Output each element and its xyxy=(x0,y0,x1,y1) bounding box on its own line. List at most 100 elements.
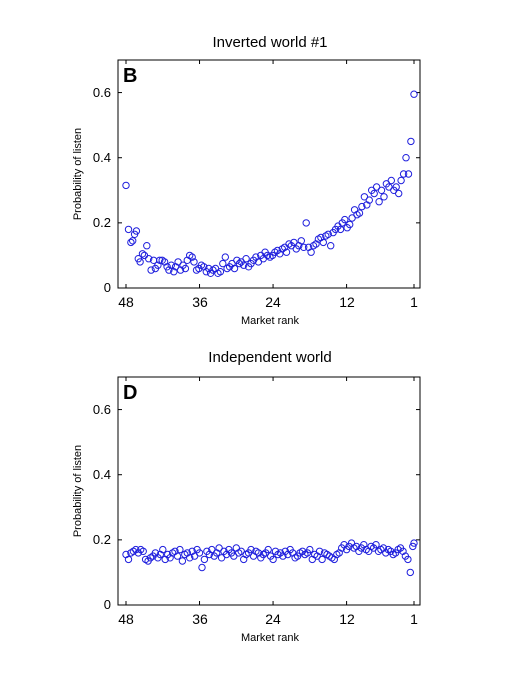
data-point xyxy=(410,90,418,98)
x-tick-label: 48 xyxy=(118,294,134,310)
data-point xyxy=(174,258,182,266)
panel-letter: D xyxy=(123,382,137,404)
data-point xyxy=(372,183,381,191)
data-point xyxy=(129,237,137,245)
data-point xyxy=(315,547,324,555)
data-point xyxy=(219,259,227,268)
data-point xyxy=(221,253,230,261)
data-point xyxy=(195,549,204,557)
data-point xyxy=(318,555,326,564)
data-point xyxy=(402,154,410,162)
data-point xyxy=(145,255,153,263)
data-point xyxy=(190,258,198,266)
plot-frame xyxy=(117,59,421,289)
data-point xyxy=(264,545,272,554)
data-point xyxy=(404,170,413,178)
data-point xyxy=(138,250,147,258)
plot-frame xyxy=(117,376,421,606)
y-tick-label: 0.2 xyxy=(93,215,111,230)
data-point xyxy=(124,225,133,234)
data-point xyxy=(186,554,194,562)
data-point xyxy=(122,181,130,190)
x-tick-label: 36 xyxy=(192,294,208,310)
data-point xyxy=(242,255,250,263)
data-point xyxy=(156,256,164,264)
data-point xyxy=(336,225,345,234)
data-point xyxy=(215,544,223,552)
data-point xyxy=(355,209,364,217)
panel-letter: B xyxy=(123,65,137,87)
data-point xyxy=(188,253,196,261)
data-point xyxy=(127,238,135,247)
data-point xyxy=(282,248,291,256)
y-tick-label: 0.4 xyxy=(93,150,111,165)
y-axis-label: Probability of listen xyxy=(72,445,84,537)
data-point xyxy=(154,261,162,269)
data-point xyxy=(217,554,226,562)
data-point xyxy=(327,242,335,250)
y-tick-label: 0.6 xyxy=(93,85,111,100)
x-tick-label: 12 xyxy=(339,294,355,310)
data-point xyxy=(178,557,187,565)
y-tick-label: 0.6 xyxy=(93,402,111,417)
data-points xyxy=(122,90,418,277)
data-point xyxy=(307,248,315,256)
data-point xyxy=(297,237,305,245)
data-point xyxy=(230,264,239,273)
data-point xyxy=(124,555,133,564)
data-point xyxy=(247,545,255,554)
data-point xyxy=(397,176,405,185)
data-point xyxy=(132,227,141,235)
data-point xyxy=(319,238,327,247)
data-point xyxy=(136,258,144,266)
data-point xyxy=(399,170,408,178)
data-point xyxy=(407,137,415,146)
data-point xyxy=(300,243,308,252)
panel-b: Inverted world #1 B 0 0.2 0.4 0.6 48 36 … xyxy=(72,34,421,327)
data-point xyxy=(377,186,386,195)
x-tick-label: 24 xyxy=(265,611,281,627)
data-point xyxy=(387,176,395,185)
data-point xyxy=(392,183,400,191)
data-point xyxy=(302,219,310,227)
data-points xyxy=(122,539,418,577)
data-point xyxy=(200,555,209,564)
data-point xyxy=(372,541,380,549)
x-tick-label: 1 xyxy=(410,294,418,310)
chart-title: Inverted world #1 xyxy=(212,34,327,51)
data-point xyxy=(306,545,314,554)
data-point xyxy=(358,202,366,211)
data-point xyxy=(235,259,244,268)
data-point xyxy=(380,193,388,201)
data-point xyxy=(167,261,176,269)
y-axis: 0 0.2 0.4 0.6 xyxy=(93,402,111,612)
data-point xyxy=(409,542,417,551)
data-point xyxy=(370,189,378,198)
x-tick-label: 36 xyxy=(192,611,208,627)
data-point xyxy=(404,555,412,564)
y-axis: 0 0.2 0.4 0.6 xyxy=(93,85,111,295)
x-tick-label: 24 xyxy=(265,294,281,310)
data-point xyxy=(143,242,151,250)
data-point xyxy=(208,545,216,554)
data-point xyxy=(290,238,298,247)
data-point xyxy=(176,545,184,554)
y-axis-label: Probability of listen xyxy=(72,128,84,220)
y-tick-label: 0.2 xyxy=(93,532,111,547)
data-point xyxy=(240,261,248,269)
x-axis-label: Market rank xyxy=(241,315,300,327)
x-tick-label: 12 xyxy=(339,611,355,627)
data-point xyxy=(216,268,225,276)
x-tick-label: 48 xyxy=(118,611,134,627)
data-point xyxy=(360,193,369,201)
data-point xyxy=(159,545,167,554)
x-tick-label: 1 xyxy=(410,611,418,627)
data-point xyxy=(395,189,403,198)
data-point xyxy=(375,198,383,206)
chart-title: Independent world xyxy=(208,349,331,366)
tick-marks xyxy=(118,377,420,606)
panel-d: Independent world D 0 0.2 0.4 0.6 48 36 … xyxy=(72,349,421,644)
data-point xyxy=(173,552,182,560)
y-tick-label: 0 xyxy=(104,280,111,295)
